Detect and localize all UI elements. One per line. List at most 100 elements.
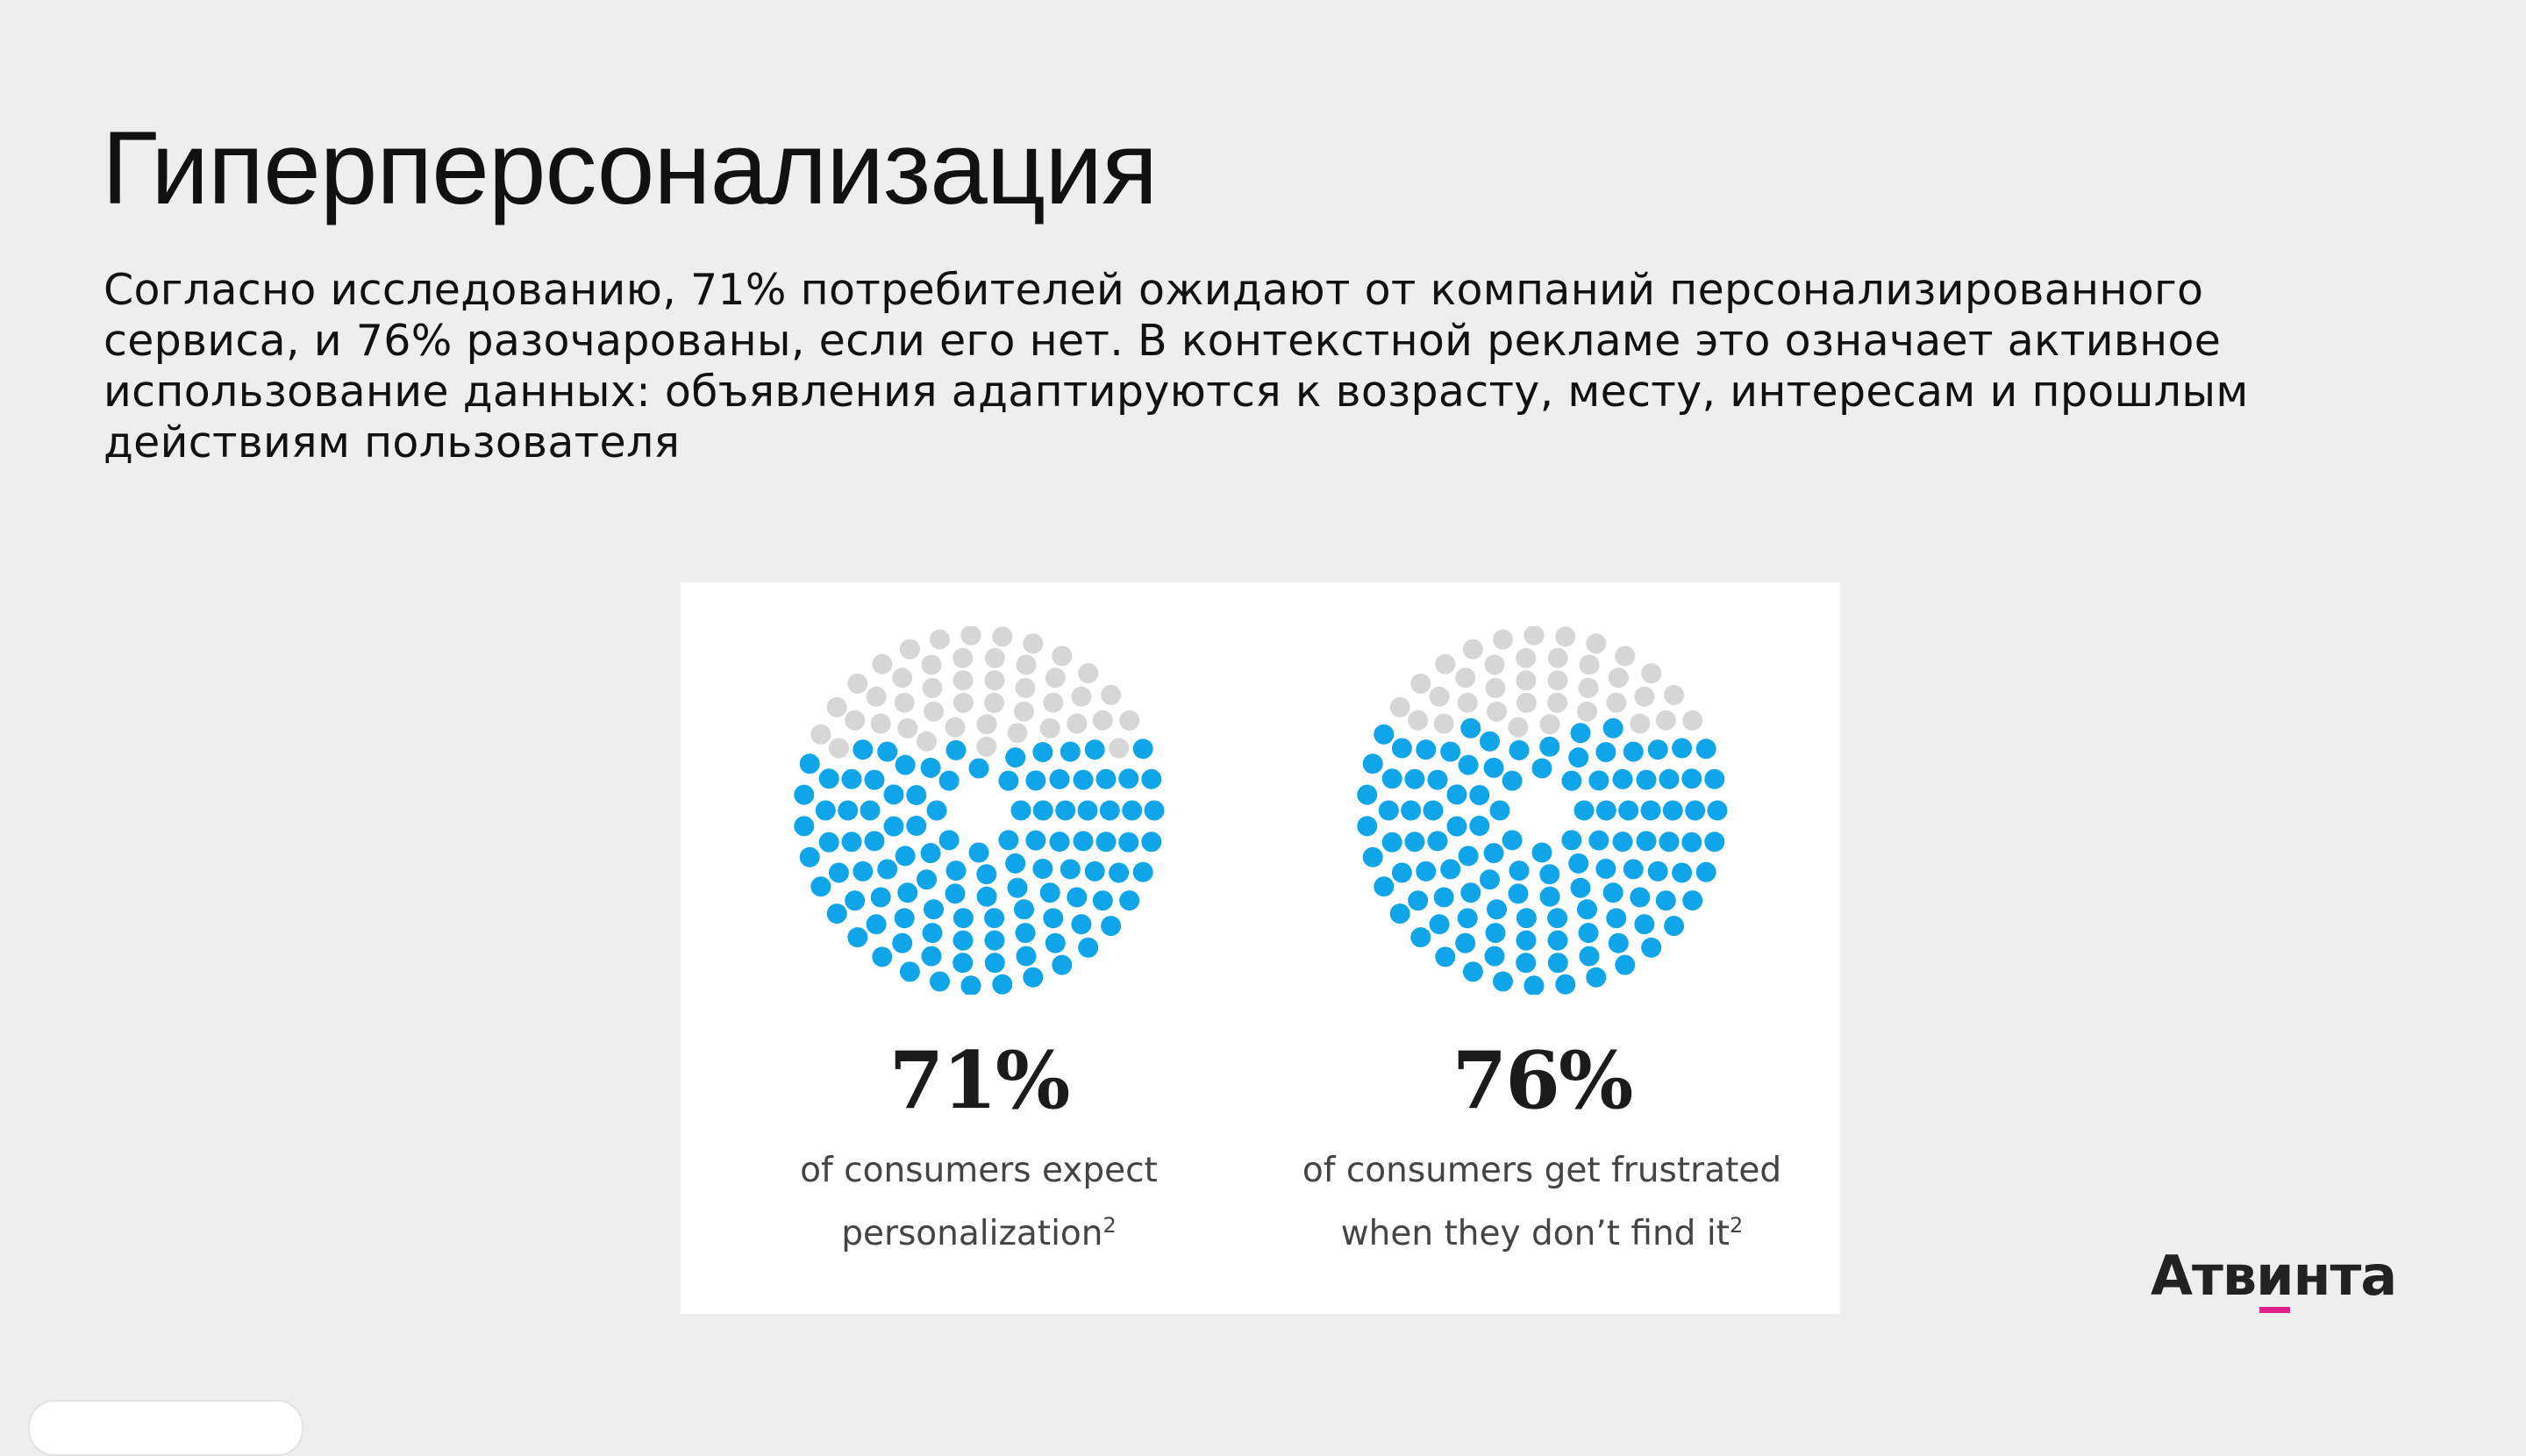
empty-dot: [1101, 684, 1122, 705]
filled-dot: [1547, 953, 1568, 974]
filled-dot: [1005, 747, 1026, 768]
filled-dot: [1362, 846, 1383, 867]
filled-dot: [1612, 768, 1633, 789]
filled-dot: [1362, 753, 1383, 774]
filled-dot: [1682, 890, 1703, 911]
filled-dot: [1664, 916, 1685, 937]
filled-dot: [976, 864, 997, 885]
filled-dot: [1469, 816, 1490, 836]
logo-text-accent: и: [2256, 1244, 2294, 1308]
filled-dot: [895, 846, 916, 867]
filled-dot: [1440, 859, 1461, 880]
filled-dot: [1681, 831, 1702, 853]
filled-dot: [1404, 831, 1425, 853]
empty-dot: [1579, 654, 1600, 675]
filled-dot: [1023, 967, 1044, 988]
filled-dot: [897, 882, 918, 903]
filled-dot: [1101, 916, 1122, 937]
filled-dot: [1483, 843, 1504, 864]
filled-dot: [1122, 800, 1143, 821]
slide-control-pill[interactable]: [28, 1400, 303, 1456]
empty-dot: [892, 667, 913, 689]
filled-dot: [1095, 831, 1117, 853]
filled-dot: [968, 842, 989, 863]
empty-dot: [1487, 701, 1507, 722]
empty-dot: [1634, 686, 1655, 707]
filled-dot: [1416, 860, 1437, 881]
filled-dot: [1032, 859, 1053, 879]
filled-dot: [1423, 800, 1444, 821]
filled-dot: [1039, 882, 1060, 903]
filled-dot: [1623, 859, 1644, 880]
filled-dot: [1568, 747, 1589, 768]
empty-dot: [1547, 670, 1568, 691]
filled-dot: [1523, 975, 1545, 995]
empty-dot: [1408, 710, 1429, 731]
empty-dot: [1555, 626, 1576, 647]
filled-dot: [1469, 785, 1490, 805]
filled-dot: [1427, 831, 1448, 852]
filled-dot: [1391, 862, 1412, 883]
filled-dot: [1704, 831, 1725, 853]
filled-dot: [1460, 882, 1481, 903]
filled-dot: [1032, 800, 1053, 821]
filled-dot: [877, 741, 898, 762]
empty-dot: [984, 670, 1005, 691]
empty-dot: [924, 701, 944, 722]
filled-dot: [1595, 859, 1616, 879]
filled-dot: [894, 908, 915, 929]
filled-dot: [1446, 816, 1467, 837]
filled-dot: [828, 862, 849, 883]
filled-dot: [1032, 742, 1053, 762]
empty-dot: [953, 647, 974, 668]
filled-dot: [1606, 908, 1627, 929]
filled-dot: [1067, 887, 1088, 908]
filled-dot: [906, 816, 927, 836]
empty-dot: [1578, 677, 1599, 698]
logo-text-start: Атв: [2151, 1244, 2257, 1308]
empty-dot: [1547, 647, 1568, 668]
empty-dot: [945, 717, 966, 738]
empty-dot: [1586, 633, 1607, 654]
filled-dot: [1073, 831, 1094, 852]
empty-dot: [1484, 654, 1505, 675]
filled-dot: [1508, 883, 1529, 904]
filled-dot: [1570, 877, 1591, 898]
empty-dot: [1015, 677, 1036, 698]
filled-dot: [1655, 890, 1676, 911]
filled-dot: [1485, 923, 1506, 944]
filled-dot: [1662, 800, 1683, 821]
footnote-marker: 2: [1102, 1213, 1117, 1238]
empty-dot: [1577, 701, 1597, 722]
empty-dot: [953, 670, 974, 691]
filled-dot: [998, 770, 1019, 791]
filled-dot: [1084, 860, 1105, 881]
filled-dot: [1043, 908, 1064, 929]
stat-value-frustrated: 76%: [1452, 1034, 1634, 1127]
filled-dot: [1623, 741, 1644, 762]
stat-caption-line1: of consumers get frustrated: [1302, 1151, 1782, 1190]
filled-dot: [1010, 800, 1031, 821]
empty-dot: [897, 717, 918, 739]
empty-dot: [845, 710, 866, 731]
filled-dot: [1433, 887, 1454, 908]
filled-dot: [1483, 757, 1504, 778]
atvinta-logo: Атвинта: [2151, 1244, 2397, 1308]
filled-dot: [847, 927, 868, 948]
filled-dot: [841, 768, 862, 789]
empty-dot: [1067, 713, 1088, 734]
filled-dot: [1608, 932, 1629, 953]
filled-dot: [1704, 768, 1725, 789]
filled-dot: [1578, 923, 1599, 944]
empty-dot: [984, 692, 1005, 713]
filled-dot: [1389, 903, 1410, 924]
empty-dot: [1547, 692, 1568, 713]
stat-value-expect: 71%: [888, 1034, 1071, 1127]
filled-dot: [872, 946, 893, 967]
filled-dot: [853, 860, 874, 881]
filled-dot: [1516, 908, 1537, 929]
filled-dot: [1005, 853, 1026, 874]
filled-dot: [1118, 831, 1139, 853]
filled-dot: [1060, 741, 1081, 762]
filled-dot: [1579, 946, 1600, 967]
